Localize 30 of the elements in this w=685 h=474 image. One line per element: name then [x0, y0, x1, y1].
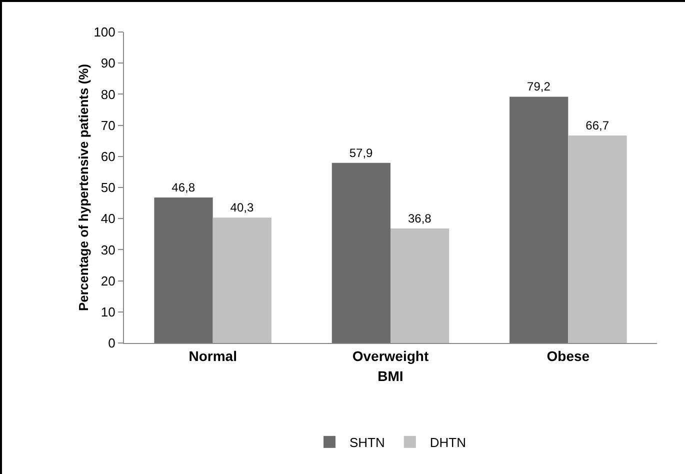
data-label: 66,7 [586, 118, 610, 133]
bar [510, 96, 568, 343]
data-label: 36,8 [408, 212, 432, 226]
data-label: 40,3 [230, 200, 254, 215]
y-tick-label: 40 [100, 211, 116, 226]
x-tick-label: Normal [188, 348, 237, 364]
y-tick-label: 70 [100, 118, 116, 133]
y-axis-title: Percentage of hypertensive patients (%) [76, 64, 91, 312]
y-tick-label: 50 [100, 180, 116, 196]
x-tick-label: Overweight [352, 348, 429, 364]
y-tick-label: 0 [108, 336, 116, 351]
data-label: 79,2 [527, 80, 551, 94]
y-tick-label: 90 [100, 56, 116, 71]
x-axis-title: BMI [378, 368, 404, 384]
legend-label: SHTN [350, 434, 385, 450]
bar [332, 162, 390, 343]
bar [154, 197, 213, 343]
x-tick-label: Obese [546, 348, 590, 364]
data-label: 57,9 [349, 146, 374, 160]
bar [390, 228, 450, 343]
y-tick-label: 20 [100, 273, 116, 288]
y-tick-label: 100 [94, 24, 116, 40]
y-tick-label: 30 [100, 242, 116, 258]
legend-label: DHTN [430, 434, 466, 450]
y-tick-label: 60 [100, 148, 116, 164]
bar [212, 218, 272, 343]
bar [568, 136, 627, 343]
y-tick-label: 10 [100, 304, 116, 320]
data-label: 46,8 [172, 180, 196, 194]
y-tick-label: 80 [100, 86, 116, 102]
